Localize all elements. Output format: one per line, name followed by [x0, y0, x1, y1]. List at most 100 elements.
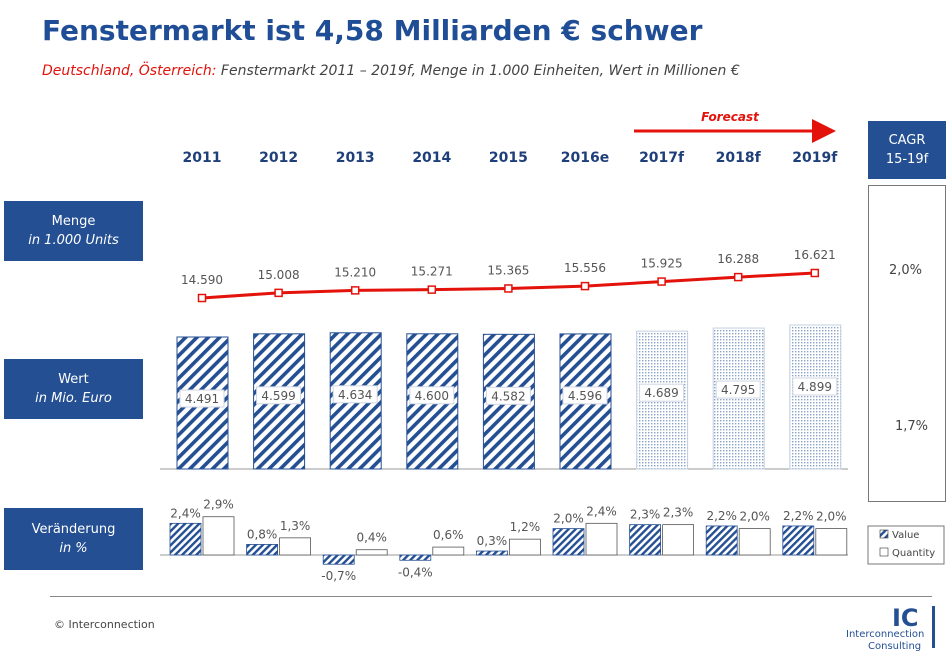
year-label: 2012 — [259, 150, 298, 166]
change-quantity-label: 2,0% — [816, 510, 847, 524]
year-label: 2013 — [336, 150, 375, 166]
cagr-wert-value: 1,7% — [895, 419, 929, 434]
change-value-bar — [552, 528, 585, 556]
change-quantity-bar — [738, 528, 771, 556]
wert-data-label: 4.795 — [721, 383, 755, 397]
menge-data-label: 14.590 — [181, 273, 223, 287]
wert-data-label: 4.599 — [261, 389, 295, 403]
change-quantity-bar — [662, 524, 694, 556]
row-label-menge-line1: Menge — [51, 214, 96, 229]
company-logo: IC Interconnection Consulting — [838, 604, 938, 654]
wert-label-box — [179, 389, 225, 408]
change-value-bar — [705, 525, 738, 556]
row-label-wert-line2: in Mio. Euro — [35, 391, 112, 406]
cagr-header: CAGR 15-19f — [868, 121, 946, 179]
forecast-indicator: Forecast — [634, 110, 836, 143]
cagr-header-line1: CAGR — [888, 133, 926, 148]
legend-value-label: Value — [892, 530, 919, 541]
change-value-bar — [246, 544, 279, 556]
change-quantity-label: 0,6% — [433, 528, 464, 542]
menge-point — [350, 286, 360, 295]
wert-data-label: 4.582 — [491, 389, 525, 403]
legend-quantity-label: Quantity — [892, 548, 935, 559]
cagr-menge-value: 2,0% — [889, 263, 923, 278]
menge-data-label: 15.365 — [487, 263, 529, 277]
menge-data-label: 15.925 — [641, 257, 683, 271]
wert-bar — [789, 324, 842, 470]
menge-point — [197, 293, 207, 303]
change-value-label: 0,3% — [477, 534, 508, 548]
change-quantity-bar — [279, 537, 312, 556]
change-quantity-label: 2,0% — [739, 510, 770, 524]
wert-label-box — [639, 383, 685, 402]
change-value-label: 2,3% — [630, 508, 661, 522]
subtitle: Deutschland, Österreich: Fenstermarkt 20… — [42, 63, 740, 79]
change-quantity-bar — [202, 516, 235, 556]
menge-data-label: 15.556 — [564, 261, 606, 275]
change-value-label: -0,7% — [321, 569, 356, 583]
logo-line1: Interconnection — [846, 629, 925, 640]
subtitle-text: Fenstermarkt 2011 – 2019f, Menge in 1.00… — [216, 63, 740, 79]
row-label-menge-line2: in 1.000 Units — [28, 233, 119, 248]
copyright: © Interconnection — [54, 618, 155, 631]
menge-point — [504, 284, 513, 293]
change-quantity-label: 2,3% — [663, 506, 694, 520]
cagr-header-line2: 15-19f — [885, 152, 929, 167]
legend-quantity-swatch — [879, 547, 889, 557]
row-label-wert: Wert in Mio. Euro — [4, 359, 143, 419]
wert-data-label: 4.899 — [798, 380, 832, 394]
wert-label-box — [562, 386, 608, 405]
menge-point — [810, 268, 820, 278]
change-value-bar — [782, 525, 815, 556]
change-quantity-bar — [508, 538, 541, 556]
subtitle-region: Deutschland, Österreich: — [42, 63, 217, 79]
menge-data-label: 16.288 — [717, 252, 759, 266]
change-value-bar — [629, 524, 661, 556]
change-quantity-label: 2,4% — [586, 504, 617, 518]
change-quantity-bar — [432, 546, 465, 556]
menge-data-label: 16.621 — [794, 248, 836, 262]
wert-data-label: 4.596 — [568, 389, 602, 403]
year-label: 2018f — [716, 150, 762, 166]
menge-point — [274, 288, 283, 298]
wert-label-box — [715, 380, 761, 399]
legend-value-swatch — [879, 529, 889, 539]
wert-data-label: 4.634 — [338, 388, 372, 402]
year-label: 2015 — [489, 150, 528, 166]
change-value-label: 0,8% — [247, 527, 278, 541]
change-value-label: 2,2% — [783, 509, 814, 523]
wert-data-label: 4.491 — [185, 392, 219, 406]
menge-point — [657, 277, 666, 286]
menge-data-label: 15.210 — [334, 265, 376, 279]
cagr-panel: 2,0% 1,7% — [868, 185, 946, 502]
change-value-bar — [475, 550, 508, 556]
logo-line2: Consulting — [868, 641, 922, 652]
change-value-bar — [399, 554, 432, 561]
change-value-label: 2,0% — [553, 512, 584, 526]
change-value-label: -0,4% — [398, 565, 433, 579]
page-title: Fenstermarkt ist 4,58 Milliarden € schwe… — [42, 14, 703, 47]
change-value-label: 2,2% — [706, 509, 737, 523]
wert-label-box — [332, 385, 378, 404]
logo-bar — [932, 606, 935, 648]
change-quantity-label: 1,3% — [280, 519, 311, 533]
wert-label-box — [792, 377, 838, 396]
legend: Value Quantity — [867, 525, 945, 565]
wert-label-box — [256, 386, 302, 405]
wert-label-box — [409, 386, 455, 405]
change-quantity-bar — [355, 549, 388, 556]
menge-point — [580, 281, 590, 291]
row-label-wert-line1: Wert — [58, 372, 89, 387]
menge-data-label: 15.271 — [411, 265, 453, 279]
window-market-chart: 2011 2012 2013 2014 2015 2016e 2017f 2018f 2019f… — [160, 110, 945, 583]
row-label-menge: Menge in 1.000 Units — [4, 201, 143, 261]
row-label-veraenderung-line1: Veränderung — [31, 522, 116, 537]
change-value-bar — [322, 554, 355, 565]
year-label: 2011 — [183, 150, 222, 166]
menge-point — [427, 285, 437, 294]
year-label: 2016e — [561, 150, 609, 166]
logo-mark: IC — [892, 604, 919, 632]
change-quantity-label: 0,4% — [356, 531, 387, 545]
change-value-label: 2,4% — [170, 506, 201, 520]
change-quantity-bar — [585, 522, 618, 556]
